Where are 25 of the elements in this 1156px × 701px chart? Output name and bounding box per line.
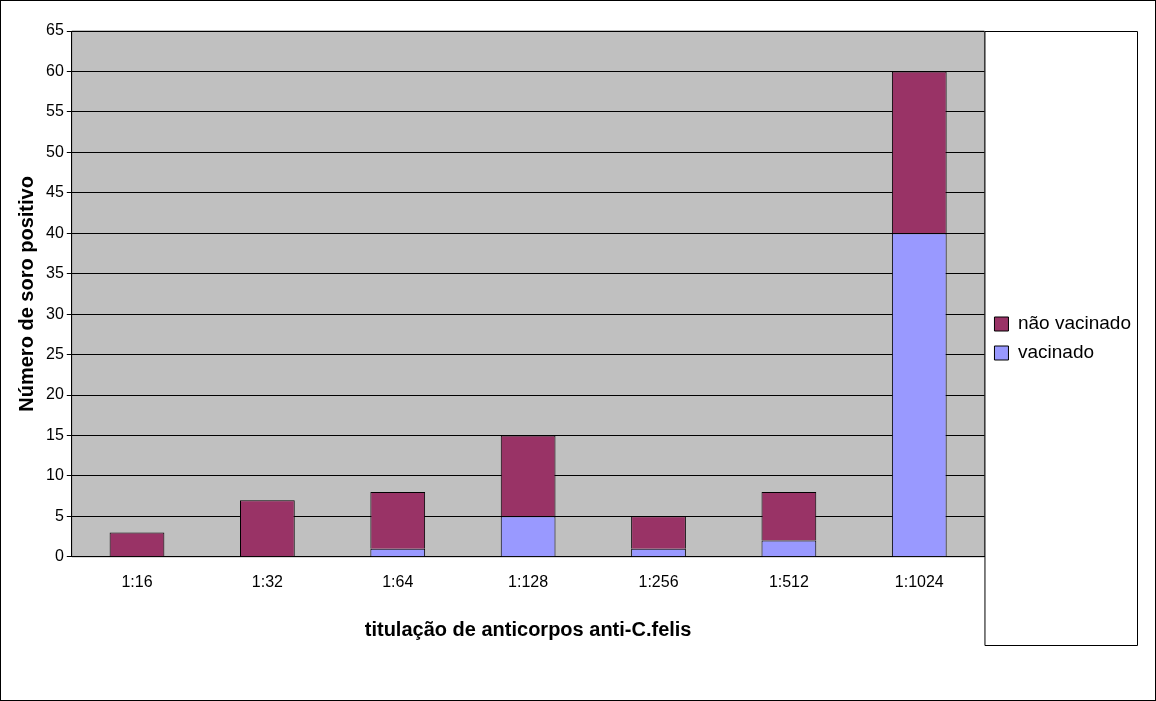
y-tick-label: 5 (54, 506, 64, 524)
y-tick-label: 40 (46, 223, 64, 241)
x-tick-label: 1:16 (121, 572, 153, 590)
y-axis-title: Número de soro positivo (14, 176, 37, 412)
y-tick-label: 35 (46, 264, 64, 282)
y-tick-label: 15 (46, 425, 64, 443)
x-tick-label: 1:128 (508, 572, 549, 590)
x-axis-title: titulação de anticorpos anti-C.felis (364, 617, 692, 640)
y-tick-label: 10 (46, 466, 64, 484)
y-tick-label: 0 (54, 547, 64, 565)
y-tick-label: 65 (46, 21, 64, 39)
y-tick-label: 20 (46, 385, 64, 403)
y-tick-label: 55 (46, 102, 64, 120)
x-tick-label: 1:64 (382, 572, 414, 590)
y-tick-label: 30 (46, 304, 64, 322)
x-tick-label: 1:1024 (894, 572, 944, 590)
y-tick-label: 60 (46, 61, 64, 79)
x-tick-label: 1:32 (251, 572, 284, 590)
legend-label: não vacinado (1017, 312, 1132, 334)
x-tick-label: 1:256 (638, 572, 679, 590)
y-tick-label: 25 (46, 344, 64, 362)
y-tick-label: 45 (46, 183, 64, 201)
legend-label: vacinado (1017, 341, 1095, 363)
x-tick-label: 1:512 (768, 572, 810, 590)
y-tick-label: 50 (46, 142, 64, 160)
